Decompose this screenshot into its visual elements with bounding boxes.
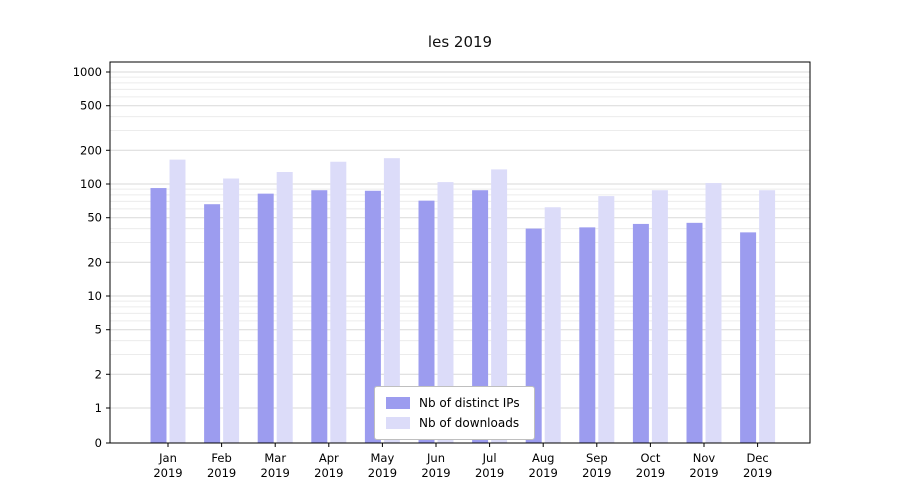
x-tick-label-month: Aug — [532, 451, 554, 465]
y-tick-label: 2 — [95, 367, 102, 381]
x-tick-label-year: 2019 — [689, 466, 718, 480]
bar-distinct-ips — [311, 190, 328, 443]
bar-distinct-ips — [632, 223, 649, 443]
legend-label-distinct-ips: Nb of distinct IPs — [419, 396, 520, 410]
legend-item-downloads: Nb of downloads — [386, 416, 520, 430]
x-tick-label-year: 2019 — [207, 466, 236, 480]
x-tick-label-month: Oct — [640, 451, 660, 465]
bar-distinct-ips — [150, 188, 167, 443]
bar-downloads — [330, 161, 347, 443]
y-tick-label: 100 — [80, 177, 102, 191]
bar-distinct-ips — [740, 232, 757, 443]
x-tick-label-month: Jan — [158, 451, 177, 465]
x-tick-label-month: Apr — [319, 451, 339, 465]
x-tick-label-month: Dec — [746, 451, 768, 465]
bar-downloads — [491, 169, 508, 443]
y-tick-label: 20 — [87, 255, 102, 269]
x-tick-label-month: Sep — [586, 451, 608, 465]
x-tick-label-month: Jul — [482, 451, 497, 465]
legend-swatch-downloads — [386, 417, 410, 429]
bar-downloads — [169, 159, 186, 444]
legend-swatch-distinct-ips — [386, 397, 410, 409]
x-tick-label-year: 2019 — [582, 466, 611, 480]
x-tick-label-year: 2019 — [153, 466, 182, 480]
x-tick-label-month: Jun — [426, 451, 445, 465]
plot-frame — [109, 61, 811, 444]
legend: Nb of distinct IPs Nb of downloads — [374, 386, 535, 440]
bar-distinct-ips — [364, 190, 381, 443]
legend-label-downloads: Nb of downloads — [419, 416, 520, 430]
bar-downloads — [544, 207, 561, 443]
y-tick-label: 5 — [95, 323, 102, 337]
bar-downloads — [651, 190, 668, 443]
bar-downloads — [223, 178, 240, 443]
x-tick-label-year: 2019 — [636, 466, 665, 480]
bar-downloads — [383, 158, 400, 443]
x-tick-label-year: 2019 — [743, 466, 772, 480]
x-tick-label-month: May — [371, 451, 395, 465]
x-tick-label-month: Feb — [211, 451, 231, 465]
y-tick-label: 50 — [87, 211, 102, 225]
y-tick-label: 500 — [80, 99, 102, 113]
y-tick-label: 0 — [95, 436, 102, 450]
bar-distinct-ips — [204, 204, 221, 443]
x-tick-label-year: 2019 — [314, 466, 343, 480]
bar-distinct-ips — [579, 227, 596, 443]
legend-item-distinct-ips: Nb of distinct IPs — [386, 396, 520, 410]
bar-distinct-ips — [686, 222, 703, 443]
bar-distinct-ips — [257, 193, 274, 443]
bar-distinct-ips — [472, 190, 489, 443]
x-tick-label-year: 2019 — [421, 466, 450, 480]
y-tick-label: 200 — [80, 143, 102, 157]
bar-distinct-ips — [418, 200, 435, 443]
x-tick-label-month: Mar — [264, 451, 286, 465]
x-tick-label-year: 2019 — [529, 466, 558, 480]
x-tick-label-year: 2019 — [368, 466, 397, 480]
y-tick-label: 1000 — [73, 65, 102, 79]
bar-downloads — [437, 182, 454, 443]
y-tick-label: 10 — [87, 289, 102, 303]
bar-downloads — [759, 190, 776, 443]
x-tick-label-year: 2019 — [475, 466, 504, 480]
bar-downloads — [598, 196, 615, 443]
bar-downloads — [276, 171, 293, 443]
bar-downloads — [705, 183, 722, 443]
x-tick-label-year: 2019 — [261, 466, 290, 480]
x-tick-label-month: Nov — [693, 451, 716, 465]
y-tick-label: 1 — [95, 401, 102, 415]
chart-title: les 2019 — [427, 33, 493, 51]
